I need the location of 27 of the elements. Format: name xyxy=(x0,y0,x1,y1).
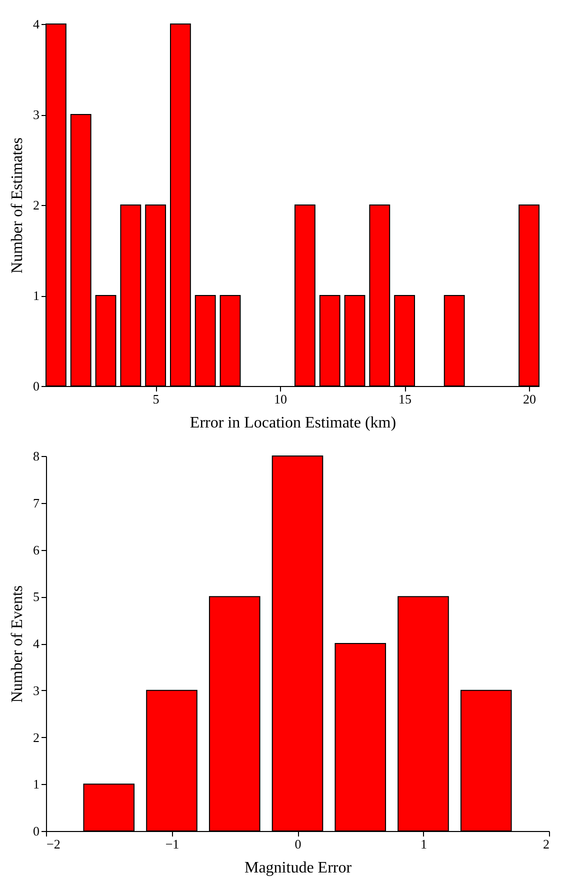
y-tick-label: 5 xyxy=(33,589,40,604)
y-tick-label: 6 xyxy=(33,542,40,558)
y-tick-label: 4 xyxy=(33,16,40,32)
y-tick-label: 2 xyxy=(33,198,40,212)
y-tick-label: 1 xyxy=(33,776,40,792)
x-tick-label: 5 xyxy=(152,392,160,406)
x-tick-label: 2 xyxy=(543,836,550,852)
y-tick-label: 0 xyxy=(33,824,40,838)
y-tick-label: 8 xyxy=(33,448,40,464)
y-tick-label: 1 xyxy=(33,288,40,303)
x-tick-label: −2 xyxy=(46,836,60,852)
x-tick-label: 20 xyxy=(523,392,536,406)
y-tick-label: 4 xyxy=(33,636,40,651)
y-axis-title: Number of Estimates xyxy=(9,138,26,274)
x-tick-label: 0 xyxy=(294,836,302,852)
x-tick-label: 15 xyxy=(398,392,412,406)
y-tick-label: 3 xyxy=(33,682,40,698)
y-tick-label: 2 xyxy=(33,730,40,745)
y-tick-label: 7 xyxy=(33,495,40,510)
y-tick-label: 3 xyxy=(33,107,40,122)
y-axis-title: Number of Events xyxy=(9,585,26,703)
x-tick-label: 1 xyxy=(420,836,427,852)
x-axis-title: Error in Location Estimate (km) xyxy=(190,414,396,432)
x-tick-label: 10 xyxy=(274,392,288,406)
x-tick-label: −1 xyxy=(165,836,180,852)
x-axis-title: Magnitude Error xyxy=(244,860,352,876)
y-tick-label: 0 xyxy=(33,378,40,394)
